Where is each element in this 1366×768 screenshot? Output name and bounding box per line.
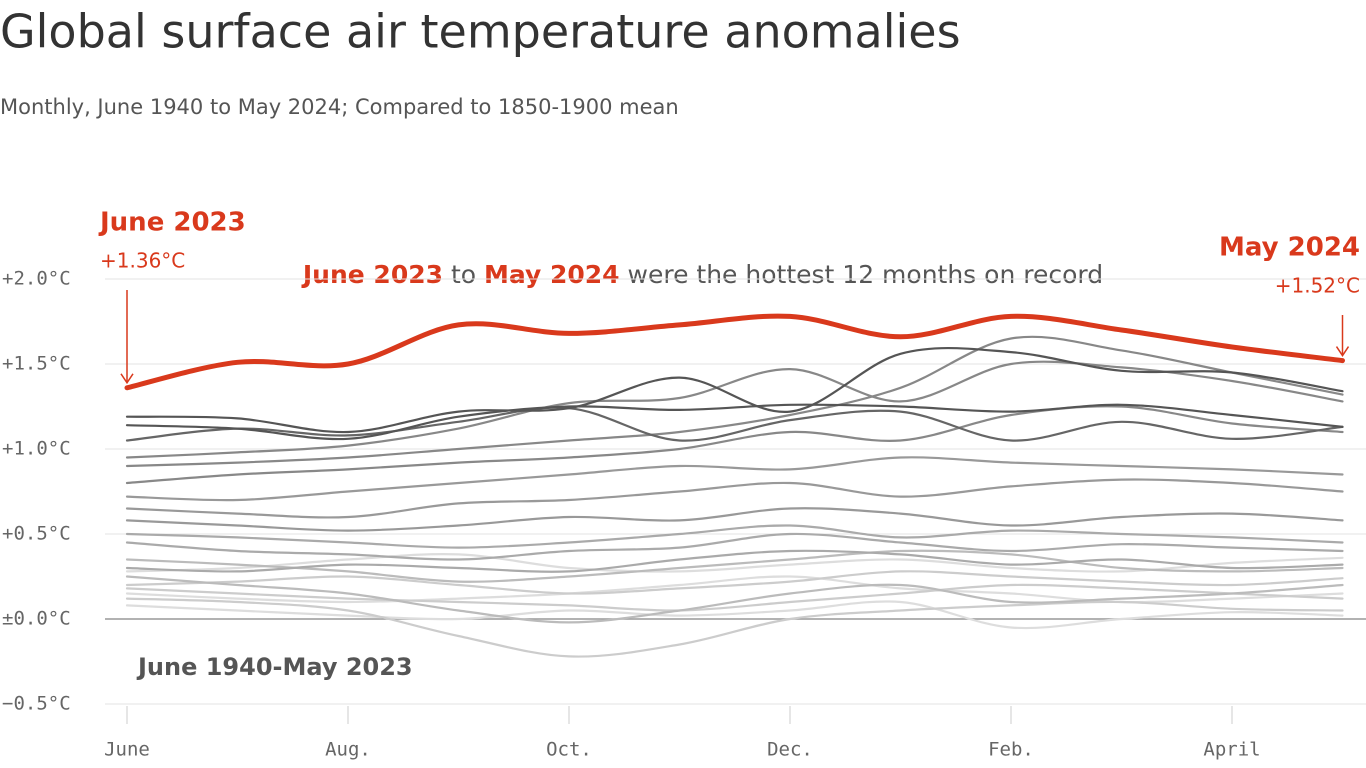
y-tick-label: +1.5°C xyxy=(2,353,71,375)
series-line xyxy=(125,456,1344,502)
headline-part: to xyxy=(443,260,484,289)
x-tick-label: Aug. xyxy=(325,739,371,761)
value-label: +1.52°C xyxy=(1275,274,1360,298)
x-tick-label: April xyxy=(1203,739,1260,761)
lines xyxy=(124,313,1345,658)
series-line xyxy=(125,553,1344,573)
series-line xyxy=(125,532,1344,561)
series-line xyxy=(124,313,1345,391)
x-tick-label: Dec. xyxy=(767,739,813,761)
series-line xyxy=(125,478,1344,519)
series-line xyxy=(125,600,1344,630)
series-line xyxy=(125,549,1344,583)
y-tick-label: ±0.0°C xyxy=(2,608,71,630)
series-line xyxy=(125,403,1344,441)
value-label: +1.36°C xyxy=(100,249,185,273)
end-label: May 2024 xyxy=(1219,233,1360,263)
labels: −0.5°C ±0.0°C +0.5°C +1.0°C +1.5°C +2.0°C June… xyxy=(2,249,1360,761)
series-line xyxy=(125,335,1344,468)
headline-part: May 2024 xyxy=(484,260,620,289)
series-line xyxy=(125,575,1344,624)
start-label: June 2023 xyxy=(98,208,246,238)
y-tick-label: +1.0°C xyxy=(2,438,71,460)
y-tick-label: −0.5°C xyxy=(2,693,71,715)
headline-part: June 2023 xyxy=(301,260,443,289)
series-line xyxy=(125,360,1344,459)
series-line xyxy=(125,406,1344,442)
series-line xyxy=(125,570,1344,595)
series-line xyxy=(125,549,1344,573)
chart-subtitle: Monthly, June 1940 to May 2024; Compared… xyxy=(0,95,679,119)
series-line xyxy=(125,524,1344,549)
series-line xyxy=(125,405,1344,485)
history-label: June 1940-May 2023 xyxy=(136,653,413,681)
series-line xyxy=(125,583,1344,612)
y-tick-label: +0.5°C xyxy=(2,523,71,545)
series-line xyxy=(125,507,1344,532)
arrow-head xyxy=(1335,346,1350,357)
series-line xyxy=(125,346,1344,434)
headline: June 2023 to May 2024 were the hottest 1… xyxy=(301,260,1103,289)
x-tick-label: Oct. xyxy=(546,739,592,761)
arrow-head xyxy=(120,373,134,385)
x-tick-label: June xyxy=(104,739,150,761)
headline-part: were the hottest 12 months on record xyxy=(620,260,1104,289)
x-tick-label: Feb. xyxy=(988,739,1034,761)
y-tick-label: +2.0°C xyxy=(2,268,71,290)
series-line xyxy=(125,597,1344,658)
chart-title: Global surface air temperature anomalies xyxy=(0,5,961,59)
